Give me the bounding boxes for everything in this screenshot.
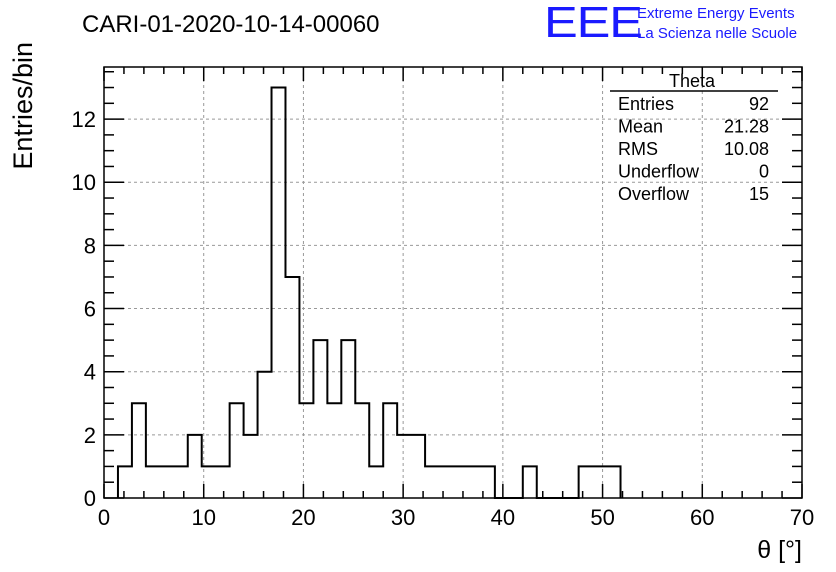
x-tick-label: 70 — [790, 505, 814, 530]
x-tick-label: 50 — [590, 505, 614, 530]
stats-row-label: Entries — [618, 94, 674, 114]
stats-row-value: 92 — [749, 94, 769, 114]
y-tick-label: 8 — [84, 233, 96, 258]
chart-title: CARI-01-2020-10-14-00060 — [82, 11, 380, 38]
y-tick-label: 2 — [84, 423, 96, 448]
grid-lines — [104, 67, 802, 498]
eee-logo: EEE Extreme Energy Events La Scienza nel… — [544, 0, 830, 47]
y-tick-label: 10 — [72, 170, 96, 195]
y-axis-label: Entries/bin — [8, 42, 38, 170]
stats-row-value: 15 — [749, 184, 769, 204]
stats-rows: Entries 92 Mean 21.28 RMS 10.08 Underflow 0 Over… — [618, 94, 769, 204]
stats-row-value: 10.08 — [724, 139, 769, 159]
stats-box: Theta Entries 92 Mean 21.28 RMS 10.08 Underflo… — [610, 71, 778, 204]
x-tick-label: 20 — [291, 505, 315, 530]
y-tick-label: 6 — [84, 297, 96, 322]
stats-row-value: 21.28 — [724, 117, 769, 137]
x-axis-label: θ [°] — [757, 536, 802, 564]
axis-ticks — [103, 67, 803, 499]
y-tick-labels: 0 2 4 6 8 10 12 — [72, 107, 96, 511]
stats-row-label: RMS — [618, 139, 658, 159]
stats-row-label: Overflow — [618, 184, 690, 204]
y-tick-label: 0 — [84, 486, 96, 511]
plot-frame — [103, 66, 803, 499]
x-tick-label: 10 — [191, 505, 215, 530]
logo-mark: EEE — [544, 0, 643, 47]
x-tick-label: 40 — [491, 505, 515, 530]
logo-line-1: Extreme Energy Events — [637, 5, 795, 22]
x-tick-label: 0 — [98, 505, 110, 530]
stats-row-label: Mean — [618, 117, 663, 137]
histogram-line — [116, 86, 622, 499]
y-tick-label: 4 — [84, 360, 96, 385]
x-tick-label: 60 — [690, 505, 714, 530]
stats-row-label: Underflow — [618, 162, 700, 182]
stats-row-value: 0 — [759, 162, 769, 182]
logo-line-2: La Scienza nelle Scuole — [637, 25, 798, 42]
stats-box-title: Theta — [669, 71, 716, 91]
x-tick-label: 30 — [391, 505, 415, 530]
y-tick-label: 12 — [72, 107, 96, 132]
x-tick-labels: 0 10 20 30 40 50 60 70 — [98, 505, 814, 530]
